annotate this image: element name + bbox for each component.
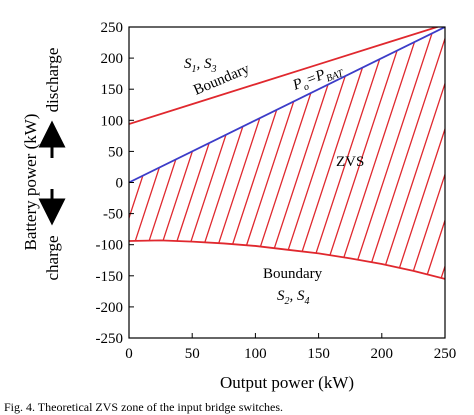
label-s2-s4: S2, S4 [277, 288, 310, 307]
hatch-line [218, 117, 261, 244]
x-tick-label: 0 [125, 346, 133, 362]
y-tick-label: -200 [96, 300, 124, 316]
hatch-line [162, 151, 194, 241]
x-tick-label: 200 [371, 346, 394, 362]
hatch-line [315, 58, 381, 254]
zvs-hatch [129, 33, 445, 279]
label-zvs: ZVS [336, 154, 364, 170]
y-tick-label: -150 [96, 269, 124, 285]
hatch-line [329, 50, 398, 256]
hatch-line [357, 33, 433, 260]
y-tick-label: -100 [96, 238, 124, 254]
x-tick-label: 150 [307, 346, 330, 362]
hatch-line [343, 41, 416, 258]
hatch-line [301, 67, 364, 252]
y-tick-label: 0 [116, 176, 124, 192]
hatch-line [412, 172, 445, 272]
hatch-line [398, 126, 445, 269]
hatch-line [190, 134, 227, 242]
charge-label: charge [43, 236, 62, 281]
y-axis-label: Battery power (kW) [21, 114, 40, 251]
y-tick-label: -250 [96, 331, 124, 347]
hatch-line [287, 75, 346, 251]
hatch-line [129, 175, 144, 220]
label-po-pbat: Po=PBAT [290, 60, 347, 97]
figure-caption: Fig. 4. Theoretical ZVS zone of the inpu… [4, 400, 283, 414]
label-lower-boundary: Boundary [263, 266, 323, 282]
y-tick-label: 200 [101, 51, 124, 67]
x-tick-label: 50 [185, 346, 200, 362]
hatch-line [176, 142, 210, 242]
series-line-1 [129, 27, 441, 125]
hatch-line [204, 126, 244, 243]
hatch-line [245, 101, 295, 246]
discharge-label: discharge [43, 48, 62, 113]
y-tick-label: 100 [101, 113, 124, 129]
hatch-line [148, 159, 177, 241]
hatch-line [371, 36, 445, 263]
y-tick-label: 250 [101, 20, 124, 36]
hatch-line [134, 167, 160, 242]
label-s1-s3: S1, S3 [184, 56, 217, 75]
x-tick-label: 100 [244, 346, 267, 362]
hatch-line [440, 264, 445, 279]
axes-group: 0 50 100 150 200 250 250 200 150 100 50 0 -50 -100 -15… [96, 20, 457, 362]
y-tick-label: 50 [108, 144, 123, 160]
hatch-line [426, 218, 445, 275]
y-tick-label: 150 [101, 82, 124, 98]
series-line-2 [129, 27, 445, 184]
hatch-line [232, 109, 278, 245]
hatch-line [259, 92, 312, 247]
series-group [129, 27, 445, 280]
x-axis-label: Output power (kW) [220, 373, 354, 392]
hatch-line [273, 84, 329, 249]
x-tick-label: 250 [434, 346, 457, 362]
hatch-line [384, 81, 445, 266]
series-line-3 [129, 239, 445, 280]
y-tick-label: -50 [103, 207, 123, 223]
